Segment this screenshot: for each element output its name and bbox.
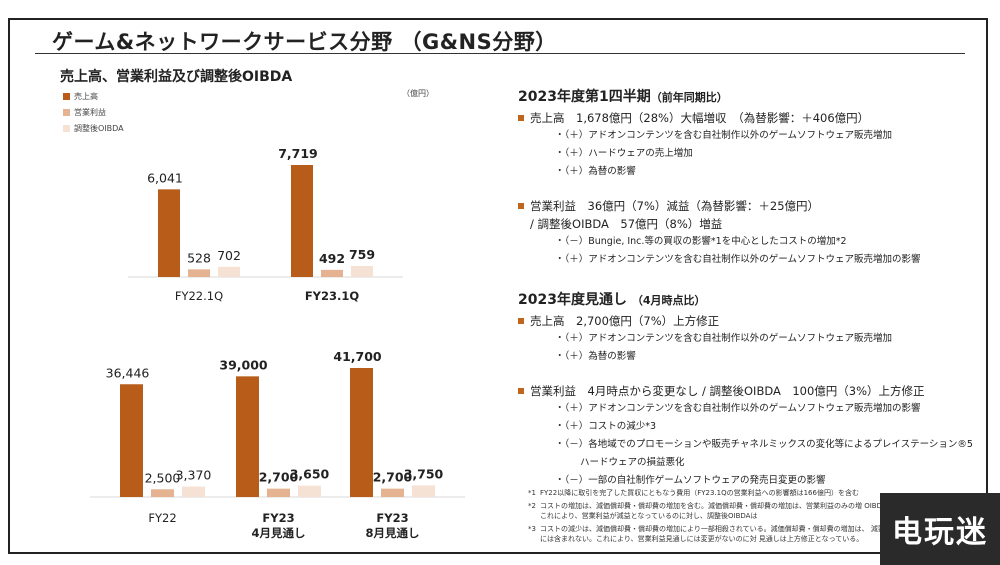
legend-item-oibda: 調整後OIBDA	[63, 120, 124, 136]
footnotes: *1 FY22以降に取引を完了した買収にともなう費用（FY23.1Qの営業利益への…	[528, 488, 978, 547]
bar-op-income	[381, 488, 404, 497]
bar-sales	[158, 189, 180, 277]
category-label: FY23.1Q	[305, 289, 360, 303]
category-label: 4月見通し	[251, 526, 305, 540]
list-item: ・（＋）アドオンコンテンツを含む自社制作以外のゲームソフトウェア販売増加	[555, 130, 892, 141]
data-label: 3,650	[290, 467, 330, 482]
q1-oibda: / 調整後OIBDA 57億円（8%）増益	[530, 217, 723, 231]
commentary: 2023年度第1四半期（前年同期比） 売上高 1,678億円（28%）大幅増収 …	[518, 86, 978, 490]
data-label: 3,750	[404, 466, 444, 481]
list-item: ・（＋）コストの減少*3	[555, 421, 657, 432]
legend-swatch	[63, 124, 70, 132]
list-item: ・（＋）アドオンコンテンツを含む自社制作以外のゲームソフトウェア販売増加の影響	[555, 403, 921, 414]
footnote: *3 コストの減少は、減価償却費・償却費の増加により一部相殺されている。減価償却費…	[528, 525, 978, 543]
list-item: ・（＋）為替の影響	[555, 351, 636, 362]
bar-sales	[291, 165, 313, 277]
fy-sales: 売上高 2,700億円（7%）上方修正	[518, 312, 978, 330]
bar-oibda	[182, 486, 205, 497]
bar-sales	[120, 384, 143, 497]
data-label: 36,446	[106, 365, 150, 380]
data-label: 3,370	[176, 468, 212, 483]
page-title: ゲーム&ネットワークサービス分野 （G&NS分野）	[52, 30, 557, 54]
bar-sales	[236, 376, 259, 497]
bar-op-income	[267, 488, 290, 497]
category-label: 8月見通し	[365, 526, 419, 540]
list-item: ・（＋）ハードウェアの売上増加	[555, 148, 693, 159]
bar-oibda	[298, 485, 321, 497]
category-label: FY22	[148, 511, 176, 525]
q1-op: 営業利益 36億円（7%）減益（為替影響：＋25億円）	[518, 197, 978, 215]
q1-sales: 売上高 1,678億円（28%）大幅増収 （為替影響：＋406億円）	[518, 109, 978, 127]
list-item: ・（＋）為替の影響	[555, 166, 636, 177]
legend-swatch	[63, 92, 70, 100]
q1-heading: 2023年度第1四半期（前年同期比）	[518, 89, 728, 105]
chart-legend: 売上高 営業利益 調整後OIBDA	[63, 88, 124, 136]
bullet-icon	[518, 203, 524, 209]
title-divider	[35, 53, 965, 54]
data-label: 759	[349, 247, 375, 262]
bar-op-income	[188, 269, 210, 277]
unit-label: （億円）	[402, 89, 434, 98]
category-label: FY23	[262, 511, 294, 525]
watermark-logo: 电玩迷	[880, 493, 1000, 565]
legend-item-sales: 売上高	[63, 88, 124, 104]
category-label: FY22.1Q	[175, 289, 223, 303]
fy-op: 営業利益 4月時点から変更なし / 調整後OIBDA 100億円（3%）上方修正	[518, 382, 978, 400]
bullet-icon	[518, 115, 524, 121]
list-item: ・（－）一部の自社制作ゲームソフトウェアの発売日変更の影響	[555, 475, 826, 486]
data-label: 39,000	[219, 357, 268, 372]
fy-heading: 2023年度見通し （4月時点比）	[518, 292, 706, 308]
legend-label: 調整後OIBDA	[74, 123, 124, 133]
bar-op-income	[151, 489, 174, 497]
bar-oibda	[412, 485, 435, 497]
category-label: FY23	[376, 511, 408, 525]
data-label: 7,719	[278, 146, 318, 161]
list-item: ・（－）各地域でのプロモーションや販売チャネルミックスの変化等によるプレイステー…	[555, 439, 973, 450]
list-item: ・（＋）アドオンコンテンツを含む自社制作以外のゲームソフトウェア販売増加	[555, 333, 892, 344]
bar-op-income	[321, 269, 343, 277]
data-label: 528	[187, 250, 211, 265]
bar-oibda	[351, 265, 373, 277]
bar-charts: 6,041 528 702 FY22.1Q 7,719 492 759 FY23.1Q 36,4…	[90, 146, 465, 540]
slide-frame	[8, 18, 988, 554]
legend-swatch	[63, 108, 70, 116]
list-item: ・（＋）アドオンコンテンツを含む自社制作以外のゲームソフトウェア販売増加の影響	[555, 254, 921, 265]
data-label: 492	[319, 251, 345, 266]
bullet-icon	[518, 388, 524, 394]
chart-title: 売上高、営業利益及び調整後OIBDA	[60, 69, 293, 85]
data-label: 6,041	[147, 170, 183, 185]
data-label: 41,700	[333, 349, 382, 364]
data-label: 2,700	[259, 470, 299, 485]
data-label: 702	[217, 248, 241, 263]
legend-label: 売上高	[74, 91, 98, 101]
list-item: ・（－）Bungie, Inc.等の買収の影響*1を中心としたコストの増加*2	[555, 236, 847, 247]
footnote: *1 FY22以降に取引を完了した買収にともなう費用（FY23.1Qの営業利益への…	[528, 489, 859, 497]
legend-label: 営業利益	[74, 107, 106, 117]
list-item-continued: ハードウェアの損益悪化	[580, 457, 685, 468]
footnote: *2 コストの増加は、減価償却費・償却費の増加を含む。減価償却費・償却費の増加は、…	[528, 502, 978, 520]
legend-item-op-income: 営業利益	[63, 104, 124, 120]
bar-oibda	[218, 266, 240, 277]
bar-sales	[350, 368, 373, 497]
data-label: 2,700	[373, 470, 413, 485]
bullet-icon	[518, 318, 524, 324]
data-label: 2,500	[145, 470, 181, 485]
